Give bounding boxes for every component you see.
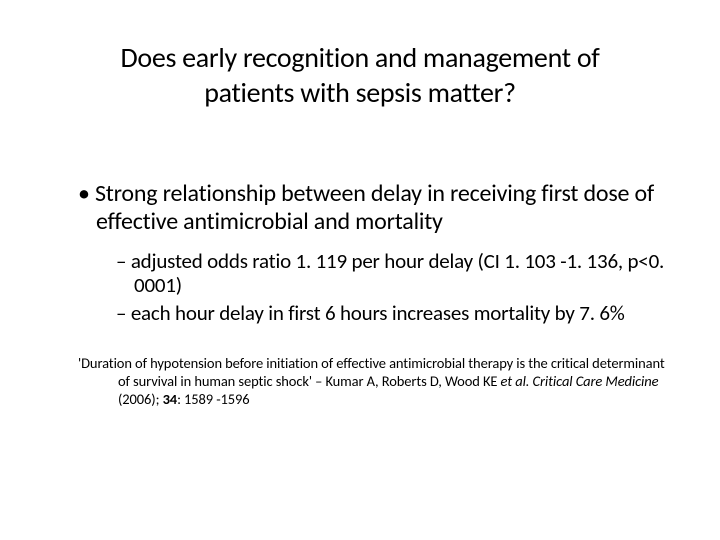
citation-year: (2006); xyxy=(118,390,163,408)
citation: 'Duration of hypotension before initiati… xyxy=(78,354,670,408)
bullet-sub-2: each hour delay in first 6 hours increas… xyxy=(116,301,670,325)
citation-volume: 34 xyxy=(163,390,178,408)
citation-pages: : 1589 -1596 xyxy=(177,390,249,408)
slide-title: Does early recognition and management of… xyxy=(80,40,640,110)
citation-etal: et al. Critical Care Medicine xyxy=(501,372,659,390)
bullet-sub-1: adjusted odds ratio 1. 119 per hour dela… xyxy=(116,249,670,297)
bullet-main: Strong relationship between delay in rec… xyxy=(78,180,670,235)
